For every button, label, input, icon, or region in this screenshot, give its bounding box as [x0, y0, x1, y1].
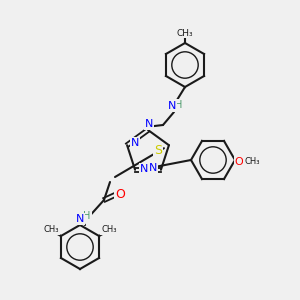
Text: N: N [140, 164, 148, 174]
Text: N: N [149, 163, 157, 173]
Text: H: H [175, 100, 183, 110]
Text: CH₃: CH₃ [177, 28, 193, 38]
Text: N: N [76, 214, 84, 224]
Text: CH₃: CH₃ [244, 158, 260, 166]
Text: O: O [235, 157, 243, 167]
Text: CH₃: CH₃ [101, 226, 117, 235]
Text: H: H [83, 211, 91, 221]
Text: CH₃: CH₃ [43, 226, 59, 235]
Text: N: N [145, 119, 153, 129]
Text: O: O [115, 188, 125, 200]
Text: S: S [154, 144, 162, 157]
Text: N: N [131, 138, 139, 148]
Text: N: N [168, 101, 176, 111]
